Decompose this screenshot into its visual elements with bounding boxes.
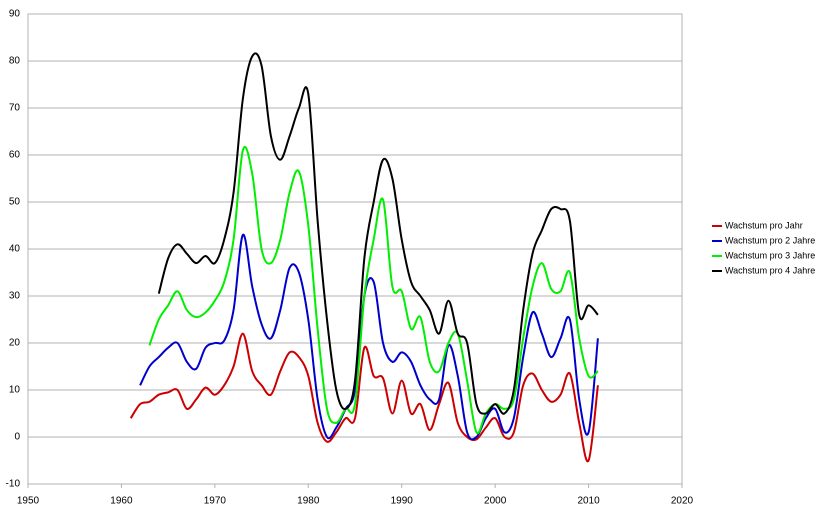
x-tick-label: 1950 (17, 496, 40, 507)
y-tick-label: -10 (6, 479, 21, 490)
legend-label: Wachstum pro 4 Jahre (725, 265, 815, 275)
series-line (148, 146, 599, 435)
series-line (129, 332, 599, 463)
y-tick-label: 0 (14, 432, 20, 443)
y-tick-label: 90 (9, 9, 21, 20)
x-tick-label: 2020 (671, 496, 694, 507)
y-tick-label: 80 (9, 56, 21, 67)
x-tick-label: 1970 (204, 496, 227, 507)
x-tick-label: 1990 (391, 496, 414, 507)
y-tick-label: 20 (9, 338, 21, 349)
y-tick-label: 70 (9, 103, 21, 114)
legend-label: Wachstum pro Jahr (725, 220, 803, 230)
y-tick-label: 40 (9, 244, 21, 255)
series-line (139, 233, 599, 441)
x-tick-label: 2010 (577, 496, 600, 507)
legend-label: Wachstum pro 2 Jahre (725, 235, 815, 245)
legend-label: Wachstum pro 3 Jahre (725, 250, 815, 260)
y-tick-label: 60 (9, 150, 21, 161)
y-tick-label: 30 (9, 291, 21, 302)
x-tick-label: 1980 (297, 496, 320, 507)
x-tick-label: 1960 (110, 496, 133, 507)
y-tick-label: 10 (9, 385, 21, 396)
y-tick-label: 50 (9, 197, 21, 208)
x-tick-label: 2000 (484, 496, 507, 507)
series-line (157, 52, 599, 415)
